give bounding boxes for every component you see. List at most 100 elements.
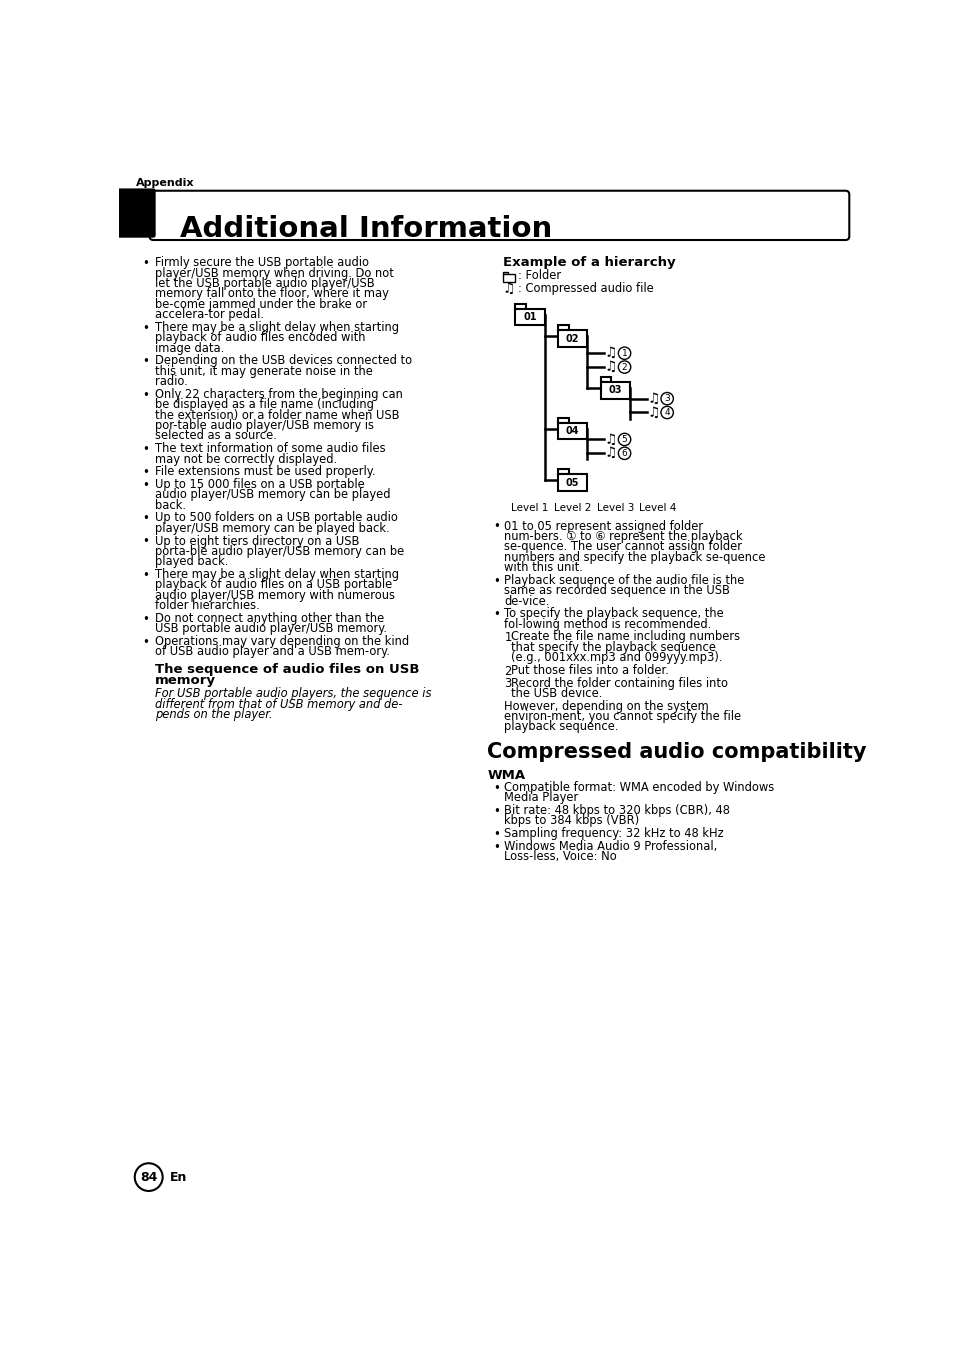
Text: •: • xyxy=(142,479,150,492)
Text: Put those files into a folder.: Put those files into a folder. xyxy=(510,664,668,677)
Text: 6: 6 xyxy=(621,449,627,458)
Text: be-come jammed under the brake or: be-come jammed under the brake or xyxy=(154,297,367,311)
Text: Level 4: Level 4 xyxy=(639,503,676,512)
Text: (e.g., 001xxx.mp3 and 099yyy.mp3).: (e.g., 001xxx.mp3 and 099yyy.mp3). xyxy=(510,652,721,664)
Text: Compatible format: WMA encoded by Windows: Compatible format: WMA encoded by Window… xyxy=(504,781,774,794)
Text: radio.: radio. xyxy=(154,375,188,388)
Text: 1: 1 xyxy=(504,631,511,644)
Text: Depending on the USB devices connected to: Depending on the USB devices connected t… xyxy=(154,354,412,368)
Text: played back.: played back. xyxy=(154,556,228,568)
Text: 5: 5 xyxy=(621,435,627,443)
Text: Firmly secure the USB portable audio: Firmly secure the USB portable audio xyxy=(154,256,369,269)
Text: •: • xyxy=(493,781,500,795)
Text: Example of a hierarchy: Example of a hierarchy xyxy=(502,256,675,269)
Text: There may be a slight delay when starting: There may be a slight delay when startin… xyxy=(154,568,398,581)
Text: the extension) or a folder name when USB: the extension) or a folder name when USB xyxy=(154,408,399,422)
Text: Operations may vary depending on the kind: Operations may vary depending on the kin… xyxy=(154,635,409,648)
Text: Only 22 characters from the beginning can: Only 22 characters from the beginning ca… xyxy=(154,388,402,400)
Text: image data.: image data. xyxy=(154,342,224,354)
Text: En: En xyxy=(170,1171,187,1183)
Text: player/USB memory can be played back.: player/USB memory can be played back. xyxy=(154,522,389,535)
Text: Bit rate: 48 kbps to 320 kbps (CBR), 48: Bit rate: 48 kbps to 320 kbps (CBR), 48 xyxy=(504,804,730,817)
Polygon shape xyxy=(502,274,515,283)
Text: 01: 01 xyxy=(522,312,537,322)
Text: Up to 500 folders on a USB portable audio: Up to 500 folders on a USB portable audi… xyxy=(154,511,397,525)
Circle shape xyxy=(660,392,673,404)
Text: •: • xyxy=(493,521,500,533)
Text: same as recorded sequence in the USB: same as recorded sequence in the USB xyxy=(504,584,730,598)
Circle shape xyxy=(618,433,630,446)
Text: •: • xyxy=(493,608,500,621)
Text: •: • xyxy=(493,827,500,841)
Text: 02: 02 xyxy=(565,334,578,343)
Text: •: • xyxy=(142,356,150,368)
Text: 01 to 05 represent assigned folder: 01 to 05 represent assigned folder xyxy=(504,519,702,533)
Text: de-vice.: de-vice. xyxy=(504,595,549,607)
Text: playback sequence.: playback sequence. xyxy=(504,721,618,734)
Text: may not be correctly displayed.: may not be correctly displayed. xyxy=(154,453,336,465)
Text: •: • xyxy=(142,612,150,626)
Text: •: • xyxy=(142,535,150,549)
Text: se-quence. The user cannot assign folder: se-quence. The user cannot assign folder xyxy=(504,541,741,553)
Text: 1: 1 xyxy=(621,349,627,358)
Text: this unit, it may generate noise in the: this unit, it may generate noise in the xyxy=(154,365,373,377)
Polygon shape xyxy=(558,330,587,347)
Text: 2: 2 xyxy=(621,362,627,372)
Text: pends on the player.: pends on the player. xyxy=(154,708,273,721)
Text: fol-lowing method is recommended.: fol-lowing method is recommended. xyxy=(504,618,711,630)
Text: •: • xyxy=(493,575,500,588)
Text: •: • xyxy=(142,388,150,402)
Text: ♫: ♫ xyxy=(603,360,617,375)
Text: Level 2: Level 2 xyxy=(554,503,591,512)
Text: The sequence of audio files on USB: The sequence of audio files on USB xyxy=(154,662,419,676)
Text: : Folder: : Folder xyxy=(517,269,561,283)
FancyBboxPatch shape xyxy=(117,188,155,238)
Circle shape xyxy=(134,1163,162,1191)
Text: ♫: ♫ xyxy=(646,406,659,419)
Text: Loss-less, Voice: No: Loss-less, Voice: No xyxy=(504,850,617,863)
Polygon shape xyxy=(515,304,525,308)
Text: folder hierarchies.: folder hierarchies. xyxy=(154,599,259,612)
Text: ♫: ♫ xyxy=(603,433,617,446)
Circle shape xyxy=(618,361,630,373)
Text: Windows Media Audio 9 Professional,: Windows Media Audio 9 Professional, xyxy=(504,840,717,853)
Polygon shape xyxy=(558,423,587,439)
Text: environ-ment, you cannot specify the file: environ-ment, you cannot specify the fil… xyxy=(504,710,740,723)
Text: 05: 05 xyxy=(565,477,578,488)
Text: •: • xyxy=(493,804,500,818)
Text: player/USB memory when driving. Do not: player/USB memory when driving. Do not xyxy=(154,266,394,280)
Polygon shape xyxy=(558,418,568,423)
Text: Playback sequence of the audio file is the: Playback sequence of the audio file is t… xyxy=(504,573,744,587)
Text: ♫: ♫ xyxy=(502,281,515,296)
Text: let the USB portable audio player/USB: let the USB portable audio player/USB xyxy=(154,277,375,289)
Text: por-table audio player/USB memory is: por-table audio player/USB memory is xyxy=(154,419,374,433)
Text: Appendix: Appendix xyxy=(136,177,194,188)
Text: •: • xyxy=(142,466,150,479)
Text: Up to 15 000 files on a USB portable: Up to 15 000 files on a USB portable xyxy=(154,479,364,491)
Text: different from that of USB memory and de-: different from that of USB memory and de… xyxy=(154,698,402,711)
Text: Media Player: Media Player xyxy=(504,791,578,804)
Text: ♫: ♫ xyxy=(603,346,617,360)
Text: 4: 4 xyxy=(663,408,669,416)
Text: Create the file name including numbers: Create the file name including numbers xyxy=(510,630,739,644)
Polygon shape xyxy=(558,469,568,475)
Polygon shape xyxy=(599,377,611,381)
Text: audio player/USB memory with numerous: audio player/USB memory with numerous xyxy=(154,589,395,602)
Text: playback of audio files encoded with: playback of audio files encoded with xyxy=(154,331,365,345)
Text: 2: 2 xyxy=(504,665,511,677)
Circle shape xyxy=(660,407,673,419)
Text: Record the folder containing files into: Record the folder containing files into xyxy=(510,676,727,690)
Text: be displayed as a file name (including: be displayed as a file name (including xyxy=(154,399,374,411)
Text: 03: 03 xyxy=(608,385,621,395)
Text: •: • xyxy=(142,635,150,649)
Text: The text information of some audio files: The text information of some audio files xyxy=(154,442,385,456)
Text: For USB portable audio players, the sequence is: For USB portable audio players, the sequ… xyxy=(154,687,431,700)
Polygon shape xyxy=(558,475,587,491)
Text: accelera-tor pedal.: accelera-tor pedal. xyxy=(154,308,264,322)
Text: Up to eight tiers directory on a USB: Up to eight tiers directory on a USB xyxy=(154,534,359,548)
Text: playback of audio files on a USB portable: playback of audio files on a USB portabl… xyxy=(154,579,392,591)
Text: However, depending on the system: However, depending on the system xyxy=(504,700,708,713)
Text: •: • xyxy=(142,443,150,456)
Text: WMA: WMA xyxy=(487,769,525,781)
Polygon shape xyxy=(515,308,544,326)
